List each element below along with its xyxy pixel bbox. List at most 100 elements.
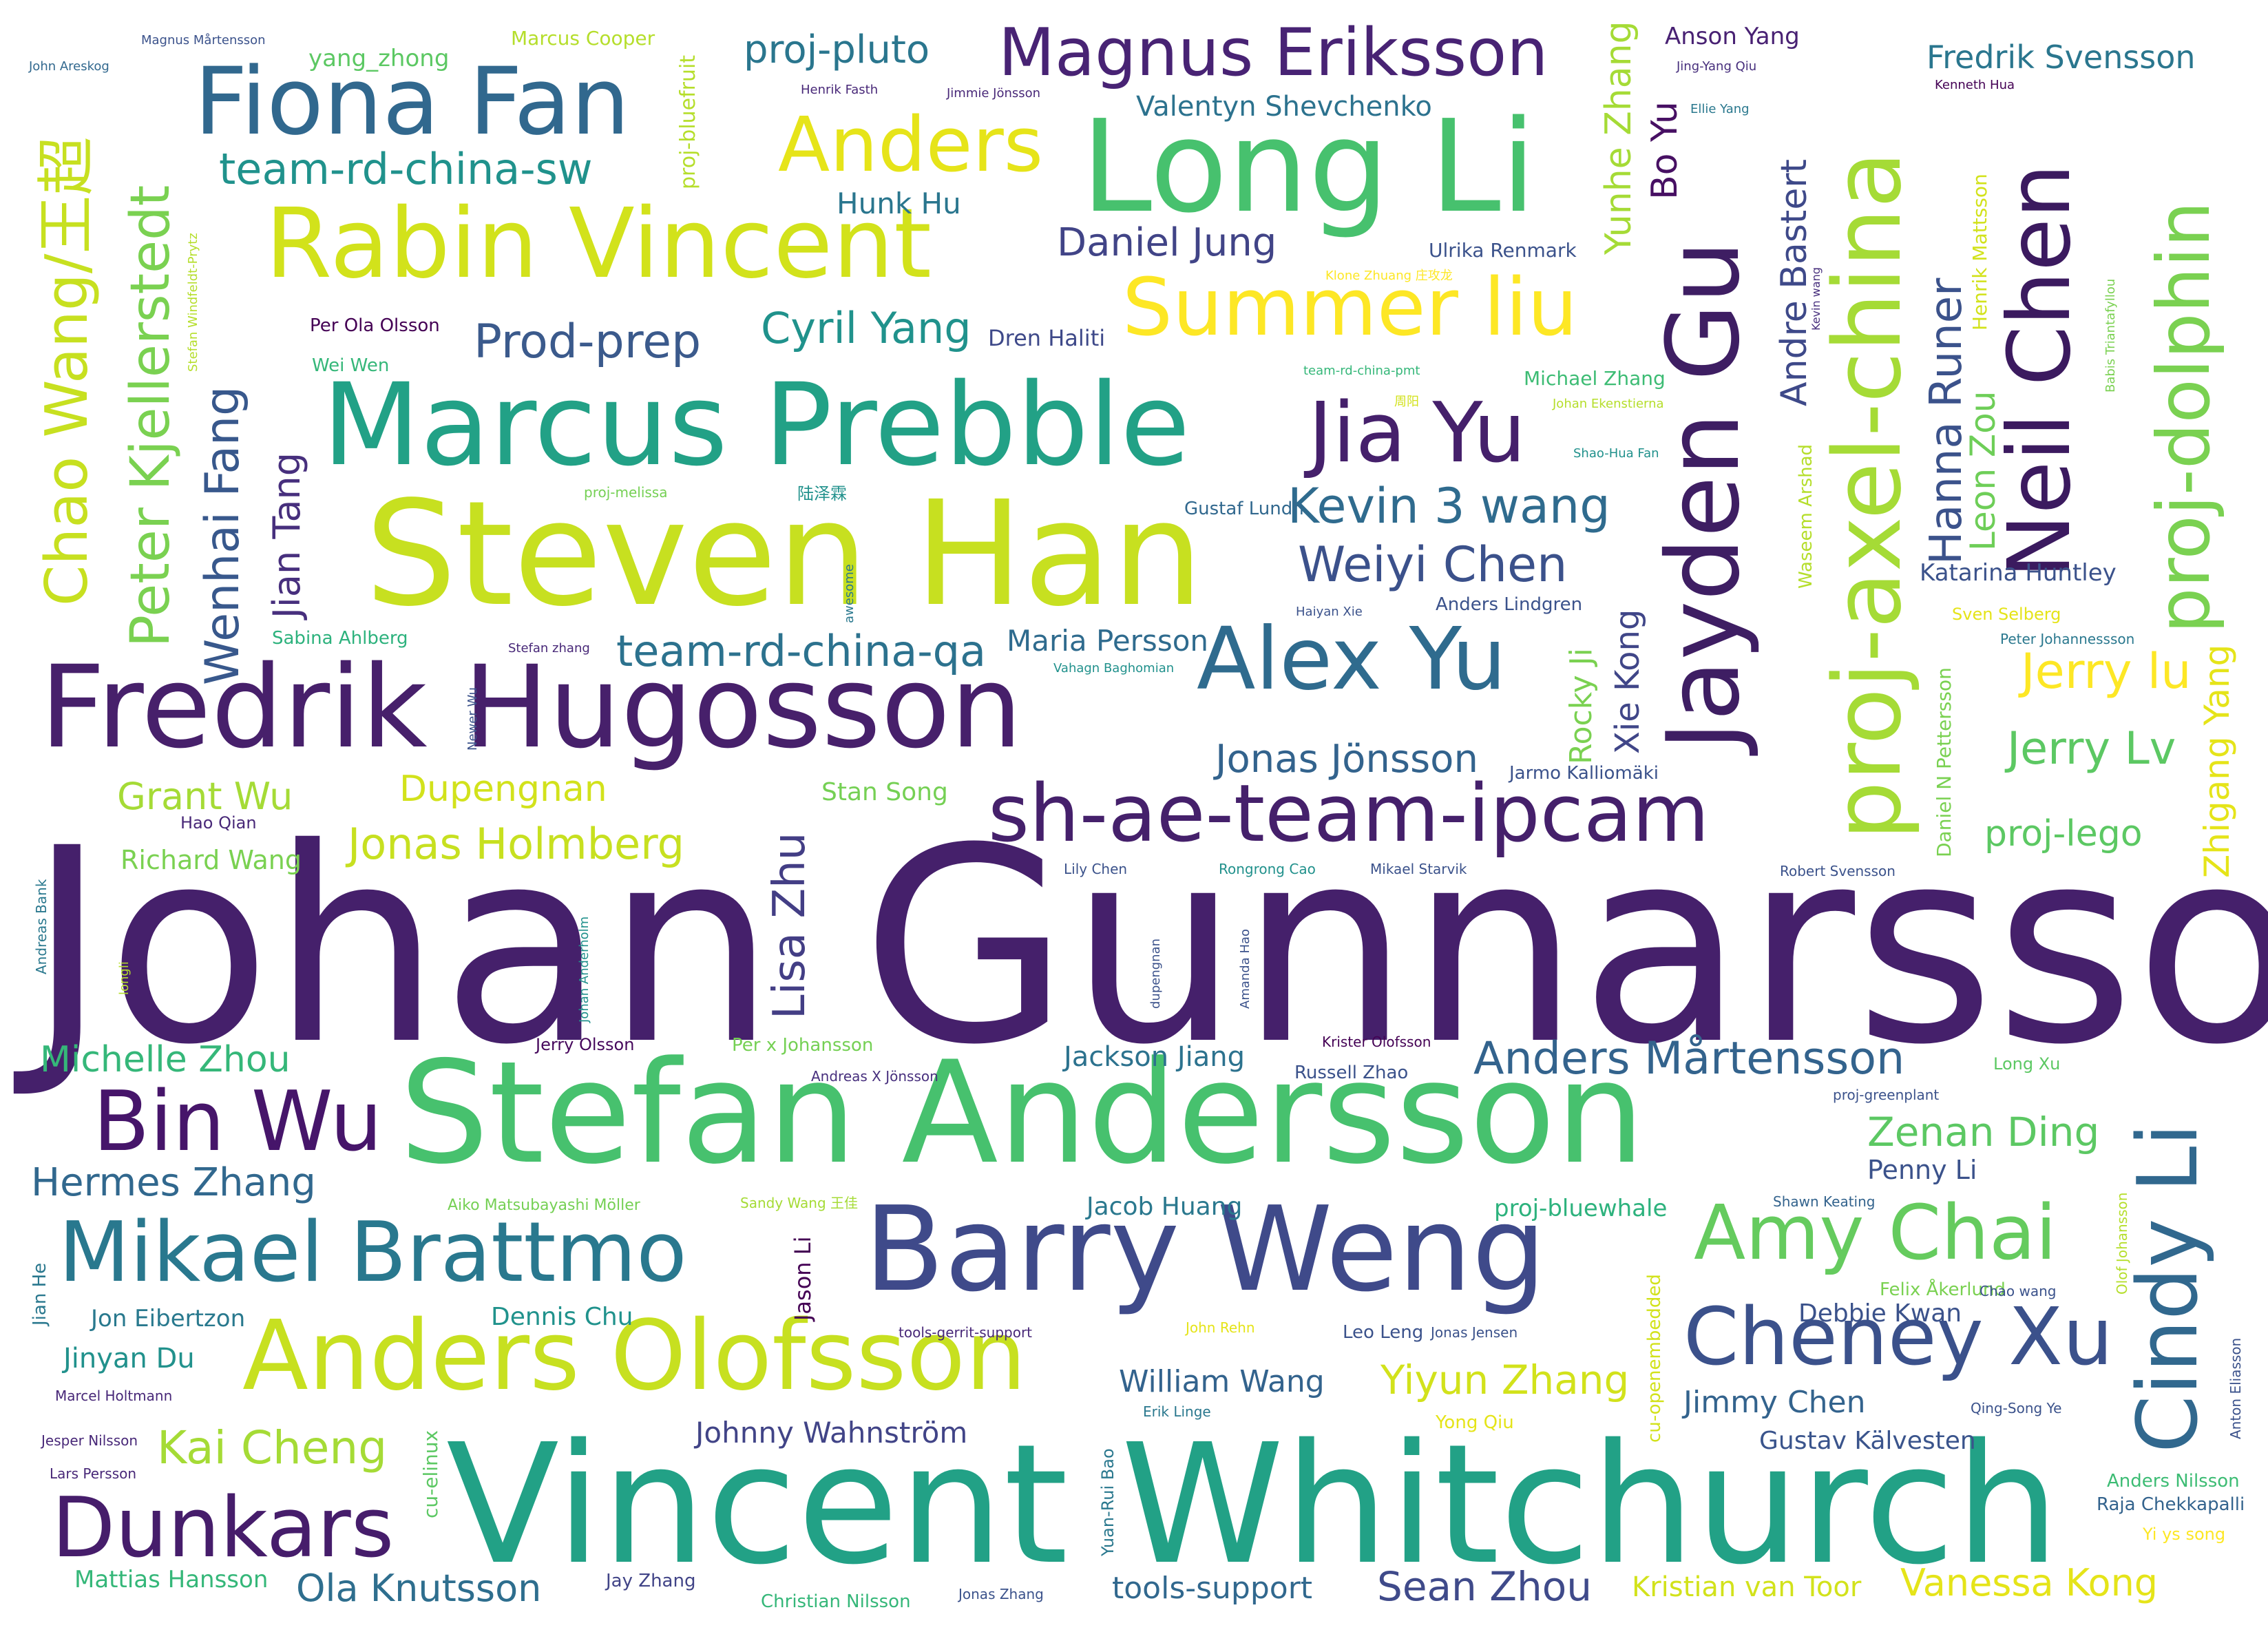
word: Sandy Wang 王佳 [740, 1195, 858, 1211]
word: Jason Li [790, 1236, 816, 1321]
word: Per x Johansson [732, 1035, 874, 1056]
word: cu-elinux [419, 1430, 442, 1518]
word: Qing-Song Ye [1971, 1400, 2062, 1416]
word: Michael Zhang [1524, 367, 1666, 390]
word: Lars Persson [50, 1465, 137, 1482]
word: Ola Knutsson [296, 1567, 542, 1610]
word: team-rd-china-sw [219, 144, 593, 194]
word: Amanda Hao [1238, 928, 1252, 1009]
word: Jonas Jönsson [1215, 737, 1478, 782]
word: Penny Li [1867, 1155, 1977, 1185]
word: Jia Yu [1308, 386, 1526, 481]
word: Leon Zou [1963, 390, 2003, 551]
word: Raja Chekkapalli [2097, 1494, 2245, 1515]
word: Neil Chen [1990, 163, 2090, 578]
word: Johan Ekenstierna [1553, 397, 1664, 411]
word: tools-gerrit-support [899, 1324, 1033, 1341]
word: Jon Eibertzon [91, 1305, 246, 1332]
word: Fredrik Hugosson [40, 641, 1022, 773]
word: Barry Weng [864, 1182, 1546, 1318]
word: Jing-Yang Qiu [1677, 59, 1757, 74]
word: Debbie Kwan [1798, 1299, 1962, 1328]
word: Stefan zhang [508, 641, 590, 656]
word: proj-melissa [584, 484, 668, 501]
word: William Wang [1119, 1364, 1325, 1399]
word: Peter Kjellerstedt [120, 185, 182, 647]
word: Krister Olofsson [1322, 1034, 1431, 1050]
word: Anders Nilsson [2107, 1471, 2240, 1492]
word: Shawn Keating [1773, 1193, 1876, 1210]
word: Jarmo Kalliomäki [1509, 763, 1659, 784]
word: Chao wang [1980, 1283, 2057, 1299]
word: sh-ae-team-ipcam [988, 768, 1710, 860]
word: Jian Tang [265, 452, 308, 618]
word: Zhigang Yang [2197, 644, 2237, 878]
word: Weiyi Chen [1298, 536, 1568, 593]
word: Cindy Li [2121, 1123, 2216, 1453]
word: Jerry Olsson [536, 1035, 635, 1054]
word: Hanna Runer [1921, 278, 1972, 565]
word: Johan Gunnarsson [28, 791, 2268, 1103]
word: Hunk Hu [837, 187, 961, 220]
word: Jacob Huang [1086, 1193, 1243, 1221]
word: Bin Wu [93, 1074, 383, 1170]
word: Anders Mårtensson [1473, 1033, 1905, 1085]
word: Zenan Ding [1867, 1109, 2100, 1155]
word: Marcus Prebble [322, 359, 1190, 491]
word: Jayden Gu [1646, 240, 1762, 751]
word: Kevin wang [1809, 267, 1823, 331]
word: John Areskog [29, 59, 109, 74]
word: Marcus Cooper [511, 27, 655, 50]
word: Leo Leng [1343, 1322, 1424, 1343]
word: Sven Selberg [1952, 605, 2061, 624]
word: Dunkars [52, 1481, 395, 1576]
word: Grant Wu [117, 775, 293, 818]
word: Anders Olofsson [242, 1300, 1027, 1412]
word: Christian Nilsson [761, 1591, 911, 1612]
word: Babis Triantafyllou [2103, 278, 2118, 393]
word: Vanessa Kong [1900, 1561, 2159, 1604]
word: Hao Qian [180, 813, 257, 833]
word: team-rd-china-pmt [1303, 364, 1420, 378]
word: Stefan Windfeldt-Prytz [186, 233, 200, 372]
word: Dren Haliti [988, 325, 1106, 351]
word: Jackson Jiang [1064, 1041, 1246, 1073]
word: proj-pluto [744, 28, 930, 72]
word: Anders Lindgren [1436, 594, 1583, 615]
word: Newer Wu [465, 687, 480, 751]
word: Stan Song [821, 778, 948, 806]
word: Long Li [1081, 92, 1536, 241]
word: Stefan Andersson [399, 1032, 1646, 1195]
word: proj-bluewhale [1494, 1195, 1668, 1222]
word: Robert Svensson [1780, 863, 1896, 879]
word: Steven Han [365, 470, 1204, 638]
word: Wei Wen [312, 355, 390, 376]
word: proj-lego [1984, 813, 2143, 855]
word: Aiko Matsubayashi Möller [448, 1197, 640, 1214]
word: Felix Åkerlund [1880, 1279, 2006, 1300]
word: Jay Zhang [606, 1571, 696, 1591]
word: Prod-prep [474, 315, 702, 369]
word: yang_zhong [308, 45, 450, 72]
word: cu-openembedded [1644, 1274, 1665, 1443]
word: Jimmie Jönsson [947, 86, 1041, 101]
word: Jian He [30, 1262, 50, 1326]
word: Andreas Bank [33, 879, 50, 974]
word: Yi ys song [2143, 1525, 2226, 1544]
word: Peter Johannessson [2000, 631, 2135, 647]
word: Ellie Yang [1690, 102, 1750, 116]
word: Kenneth Hua [1935, 78, 2015, 92]
word: Shao-Hua Fan [1573, 446, 1659, 461]
word: Summer liu [1122, 262, 1578, 354]
word: Hermes Zhang [31, 1160, 316, 1205]
word: Vincent Whitchurch [446, 1408, 2060, 1601]
word: Lisa Zhu [764, 832, 815, 1019]
word: Gustav Kälvesten [1759, 1427, 1976, 1455]
word: Russell Zhao [1294, 1063, 1409, 1083]
word: Gustaf Lundh [1184, 499, 1304, 519]
word: Valentyn Shevchenko [1136, 91, 1432, 123]
word: Cyril Yang [761, 303, 972, 353]
word: proj-bluefruit [676, 54, 700, 189]
word: Jerry lu [2021, 643, 2192, 700]
